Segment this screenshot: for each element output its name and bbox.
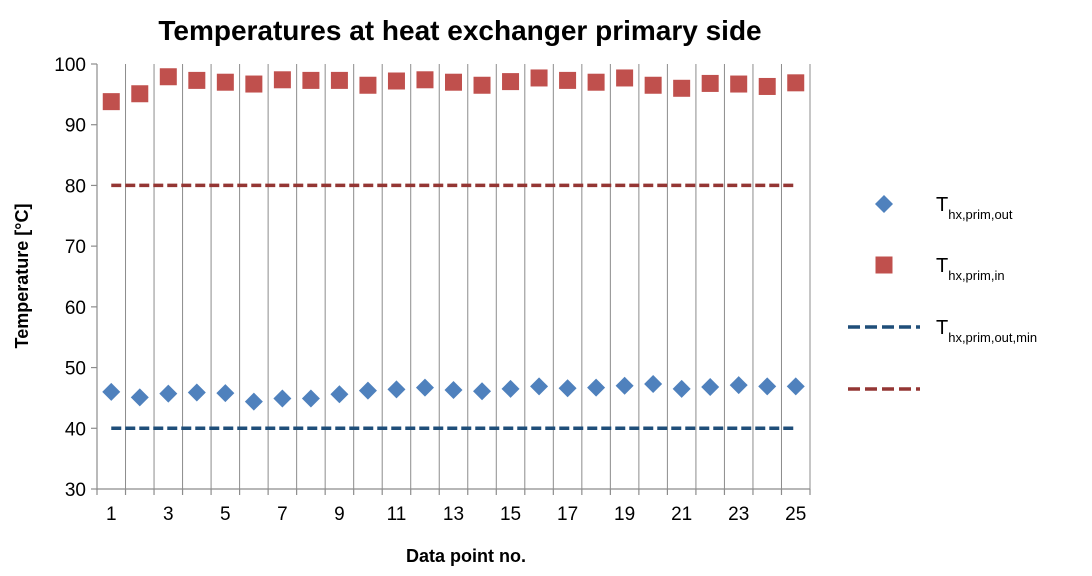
y-tick-label: 90 [65, 116, 86, 137]
legend-label-subscript: hx,prim,out,min [948, 330, 1037, 345]
y-tick-label: 100 [54, 55, 86, 76]
y-tick-label: 50 [65, 359, 86, 380]
y-tick-label: 40 [65, 419, 86, 440]
y-axis-label: Temperature [°C] [12, 204, 32, 349]
data-point [587, 378, 606, 397]
data-point [672, 379, 691, 398]
data-point [302, 71, 320, 89]
data-point [415, 378, 434, 397]
legend-label-subscript: hx,prim,out [948, 207, 1013, 222]
legend: Thx,prim,out Thx,prim,in Thx,prim,out,min [848, 194, 1037, 391]
data-point [758, 77, 776, 95]
x-tick-label: 5 [220, 504, 231, 525]
data-point [444, 381, 463, 400]
data-point [245, 75, 263, 93]
data-point [587, 73, 605, 91]
y-tick-labels: 30 40 50 60 70 80 90 100 [54, 55, 86, 501]
legend-label: Thx,prim,out,min [936, 317, 1037, 345]
x-tick-label: 23 [728, 504, 749, 525]
data-point [616, 69, 634, 87]
data-point [387, 380, 406, 399]
x-tick-label: 7 [277, 504, 288, 525]
data-point [330, 71, 348, 89]
data-point [359, 76, 377, 94]
data-point [530, 377, 549, 396]
x-tick-label: 9 [334, 504, 345, 525]
data-point [159, 68, 177, 86]
legend-item-1: Thx,prim,out [875, 194, 1013, 222]
y-tick-label: 70 [65, 237, 86, 258]
x-tick-label: 1 [106, 504, 117, 525]
x-axis-label: Data point no. [406, 546, 526, 566]
data-point [216, 73, 234, 91]
data-point [501, 379, 520, 398]
data-point [102, 382, 121, 401]
data-point [216, 384, 235, 403]
data-point [615, 376, 634, 395]
data-point [786, 377, 805, 396]
data-point [273, 389, 292, 408]
plot-series [102, 68, 805, 431]
data-point [559, 71, 577, 89]
x-tick-label: 15 [500, 504, 521, 525]
x-tick-label: 11 [387, 504, 407, 525]
data-point [244, 392, 263, 411]
x-tick-labels: 1 3 5 7 9 11 13 15 17 19 21 23 25 [106, 504, 806, 525]
data-point [730, 75, 748, 93]
x-tick-label: 3 [163, 504, 174, 525]
gridlines [96, 64, 811, 489]
data-point [673, 79, 691, 97]
data-point [758, 377, 777, 396]
legend-marker [875, 195, 893, 213]
data-point [644, 374, 663, 393]
data-point [358, 381, 377, 400]
legend-marker [875, 256, 893, 274]
data-point [273, 71, 291, 89]
data-point [387, 72, 405, 90]
x-tick-label: 19 [614, 504, 635, 525]
chart-title: Temperatures at heat exchanger primary s… [158, 15, 761, 46]
data-point [644, 76, 662, 94]
legend-label-subscript: hx,prim,in [948, 268, 1004, 283]
data-point [130, 388, 149, 407]
data-point [787, 74, 805, 92]
data-point [301, 389, 320, 408]
data-point [445, 73, 462, 91]
legend-item-2: Thx,prim,in [875, 255, 1005, 283]
y-tick-label: 60 [65, 298, 86, 319]
axes [91, 63, 811, 495]
data-point [530, 69, 548, 87]
series-2 [102, 68, 805, 111]
data-point [473, 76, 491, 94]
x-tick-label: 25 [785, 504, 806, 525]
data-point [416, 71, 434, 89]
data-point [558, 379, 577, 398]
data-point [502, 73, 520, 91]
data-point [701, 74, 719, 92]
data-point [187, 383, 206, 402]
series-1 [102, 374, 805, 411]
data-point [159, 384, 178, 403]
x-tick-label: 13 [443, 504, 464, 525]
legend-item-3: Thx,prim,out,min [848, 317, 1037, 345]
data-point [102, 93, 120, 111]
legend-label: Thx,prim,in [936, 255, 1005, 283]
data-point [330, 385, 349, 404]
data-point [701, 378, 720, 396]
data-point [729, 376, 748, 395]
x-tick-label: 17 [557, 504, 578, 525]
data-point [131, 85, 149, 103]
y-tick-label: 80 [65, 176, 86, 197]
legend-label: Thx,prim,out [936, 194, 1013, 222]
x-tick-label: 21 [671, 504, 692, 525]
y-tick-label: 30 [65, 480, 86, 501]
data-point [473, 382, 492, 401]
data-point [188, 71, 206, 89]
